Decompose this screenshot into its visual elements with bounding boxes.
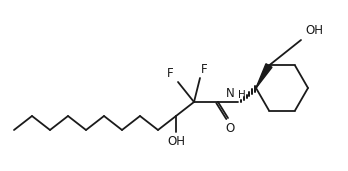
Text: OH: OH bbox=[167, 135, 185, 148]
Polygon shape bbox=[256, 64, 272, 88]
Text: N: N bbox=[226, 87, 235, 100]
Text: H: H bbox=[238, 90, 246, 100]
Text: F: F bbox=[201, 63, 208, 76]
Text: F: F bbox=[167, 67, 174, 80]
Text: O: O bbox=[226, 122, 235, 135]
Text: OH: OH bbox=[305, 24, 323, 37]
